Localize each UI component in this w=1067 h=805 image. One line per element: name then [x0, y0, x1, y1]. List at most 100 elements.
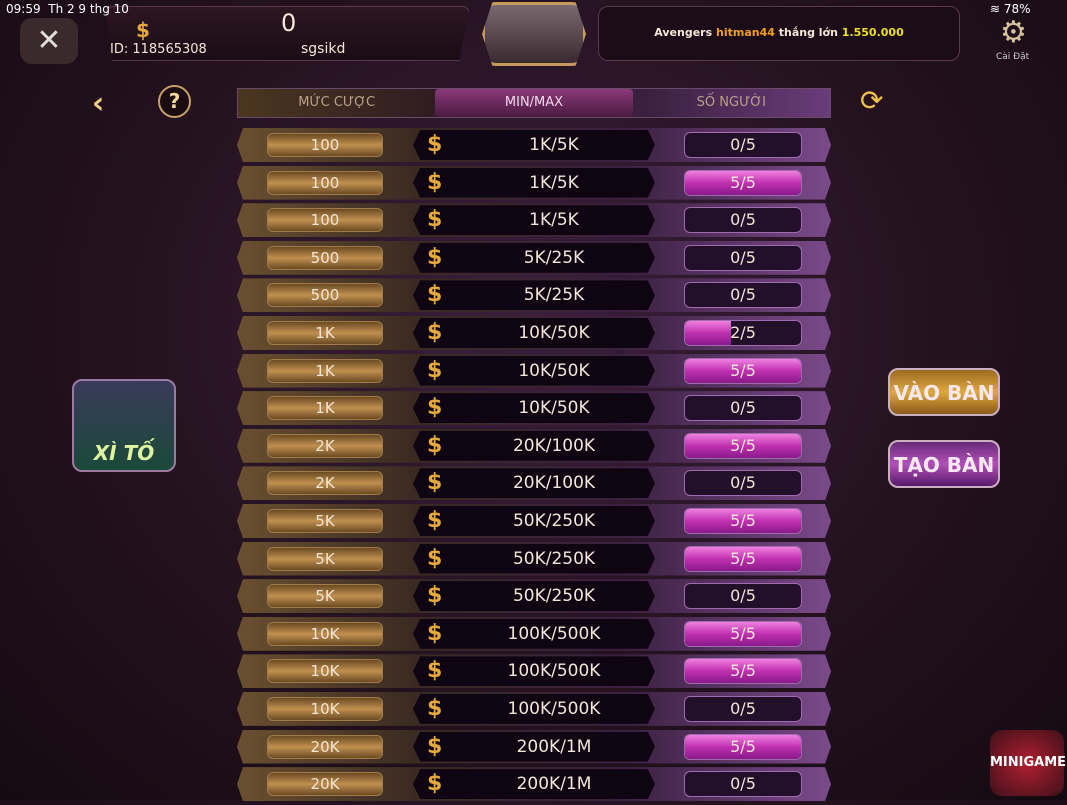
players-count: 5/5	[730, 623, 756, 643]
table-row[interactable]: 100 $1K/5K 5/5	[237, 165, 831, 200]
bet-level: 1K	[267, 396, 383, 421]
bet-level: 20K	[267, 772, 383, 797]
players-fill	[685, 433, 801, 458]
news-prefix: Avengers	[654, 26, 713, 39]
players-fill	[685, 170, 801, 195]
dollar-icon: $	[427, 432, 443, 458]
time: 09:59	[6, 2, 41, 16]
table-row[interactable]: 10K $100K/500K 5/5	[237, 616, 831, 651]
min-max: 200K/1M	[516, 736, 592, 757]
min-max: 10K/50K	[518, 360, 590, 381]
dollar-icon: $	[427, 620, 443, 646]
min-max-cell: $200K/1M	[413, 731, 655, 762]
players-cell: 0/5	[684, 583, 802, 610]
table-row[interactable]: 10K $100K/500K 5/5	[237, 654, 831, 689]
tab-min-max[interactable]: MIN/MAX	[435, 89, 633, 117]
min-max: 5K/25K	[523, 247, 585, 268]
table-row[interactable]: 10K $100K/500K 0/5	[237, 691, 831, 726]
min-max-cell: $10K/50K	[413, 393, 655, 424]
table-row[interactable]: 2K $20K/100K 0/5	[237, 466, 831, 501]
tab-players[interactable]: SỐ NGƯỜI	[696, 95, 766, 110]
players-fill	[685, 734, 801, 759]
settings-button[interactable]: ⚙	[1000, 17, 1027, 49]
refresh-button[interactable]: ⟳	[860, 84, 883, 117]
create-table-button[interactable]: TẠO BÀN	[888, 440, 1000, 488]
news-ticker: Avengers hitman44 thắng lớn 1.550.000	[598, 6, 960, 61]
dollar-icon: $	[427, 507, 443, 533]
min-max-cell: $100K/500K	[413, 618, 655, 649]
help-button[interactable]: ?	[158, 85, 191, 118]
bet-level: 1K	[267, 358, 383, 383]
players-cell: 5/5	[684, 620, 802, 647]
table-row[interactable]: 20K $200K/1M 5/5	[237, 729, 831, 764]
players-cell: 0/5	[684, 470, 802, 497]
players-fill	[685, 546, 801, 571]
bet-level: 1K	[267, 320, 383, 345]
coin-icon: $	[136, 18, 150, 42]
table-row[interactable]: 5K $50K/250K 5/5	[237, 503, 831, 538]
min-max: 10K/50K	[518, 322, 590, 343]
players-count: 5/5	[730, 510, 756, 530]
balance: 0	[281, 9, 297, 37]
players-fill	[685, 320, 732, 345]
players-cell: 5/5	[684, 432, 802, 459]
dollar-icon: $	[427, 733, 443, 759]
table-row[interactable]: 2K $20K/100K 5/5	[237, 428, 831, 463]
players-cell: 5/5	[684, 169, 802, 196]
back-button[interactable]: ‹	[92, 86, 104, 121]
bet-level: 20K	[267, 734, 383, 759]
table-row[interactable]: 1K $10K/50K 0/5	[237, 391, 831, 426]
table-row[interactable]: 100 $1K/5K 0/5	[237, 128, 831, 162]
players-fill	[685, 621, 801, 646]
min-max-cell: $50K/250K	[413, 505, 655, 536]
table-row[interactable]: 1K $10K/50K 5/5	[237, 353, 831, 388]
tab-bet-level[interactable]: MỨC CƯỢC	[298, 95, 376, 110]
table-row[interactable]: 1K $10K/50K 2/5	[237, 315, 831, 350]
players-count: 0/5	[730, 210, 756, 230]
dollar-icon: $	[427, 545, 443, 571]
bet-level: 5K	[267, 546, 383, 571]
minigame-button[interactable]: MINIGAME	[990, 730, 1066, 796]
players-count: 5/5	[730, 736, 756, 756]
table-row[interactable]: 20K $200K/1M 0/5	[237, 767, 831, 802]
dollar-icon: $	[427, 395, 443, 421]
min-max-cell: $5K/25K	[413, 280, 655, 311]
table-list[interactable]: 100 $1K/5K 0/5 100 $1K/5K 5/5 100 $1K/5K 0…	[237, 128, 831, 805]
min-max: 100K/500K	[507, 661, 601, 682]
players-cell: 0/5	[684, 132, 802, 158]
min-max: 1K/5K	[529, 210, 579, 231]
game-thumbnail-xi-to[interactable]: XÌ TỐ	[72, 379, 176, 472]
bet-level: 5K	[267, 584, 383, 609]
table-row[interactable]: 100 $1K/5K 0/5	[237, 203, 831, 238]
join-table-button[interactable]: VÀO BÀN	[888, 368, 1000, 416]
dollar-icon: $	[427, 282, 443, 308]
chevron-left-icon: ‹	[92, 86, 105, 121]
players-cell: 0/5	[684, 695, 802, 722]
players-cell: 0/5	[684, 244, 802, 271]
min-max: 50K/250K	[512, 548, 596, 569]
players-count: 0/5	[730, 398, 756, 418]
gear-icon: ⚙	[1000, 15, 1027, 50]
min-max: 200K/1M	[516, 774, 592, 795]
bet-level: 10K	[267, 696, 383, 721]
players-count: 5/5	[730, 548, 756, 568]
dollar-icon: $	[427, 169, 443, 195]
table-row[interactable]: 5K $50K/250K 5/5	[237, 541, 831, 576]
dollar-icon: $	[427, 470, 443, 496]
avatar[interactable]	[482, 2, 586, 66]
players-count: 0/5	[730, 247, 756, 267]
players-fill	[685, 508, 801, 533]
status-time: 09:59 Th 2 9 thg 10	[6, 2, 129, 16]
table-row[interactable]: 5K $50K/250K 0/5	[237, 579, 831, 614]
player-info-panel: $ 0 ID: 118565308 sgsikd	[105, 6, 470, 61]
min-max-cell: $10K/50K	[413, 317, 655, 348]
bet-level: 2K	[267, 433, 383, 458]
game-name: XÌ TỐ	[93, 441, 155, 465]
min-max: 50K/250K	[512, 510, 596, 531]
players-count: 0/5	[730, 774, 756, 794]
table-row[interactable]: 500 $5K/25K 0/5	[237, 240, 831, 275]
close-button[interactable]: ✕	[20, 18, 78, 64]
table-row[interactable]: 500 $5K/25K 0/5	[237, 278, 831, 313]
min-max: 20K/100K	[512, 473, 596, 494]
min-max-cell: $5K/25K	[413, 242, 655, 273]
